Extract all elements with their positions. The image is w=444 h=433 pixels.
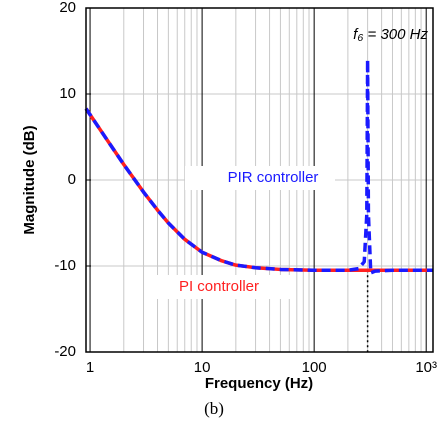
x-axis-label: Frequency (Hz) — [205, 375, 313, 392]
y-tick-label: -10 — [54, 257, 76, 274]
annotation: f₆ = 300 Hz — [353, 26, 428, 43]
legend-label: PIR controller — [228, 169, 319, 186]
y-tick-label: 10 — [59, 85, 76, 102]
y-axis-label: Magnitude (dB) — [21, 125, 38, 234]
caption: (b) — [204, 399, 224, 418]
x-tick-label: 10³ — [415, 359, 437, 376]
series-line — [84, 57, 433, 275]
x-tick-label: 10 — [194, 359, 211, 376]
y-tick-label: 20 — [59, 0, 76, 16]
x-tick-label: 1 — [86, 359, 94, 376]
label-bg — [185, 166, 335, 190]
y-tick-label: 0 — [68, 171, 76, 188]
legend-label: PI controller — [179, 278, 259, 295]
x-tick-label: 100 — [302, 359, 327, 376]
y-tick-label: -20 — [54, 343, 76, 360]
plot-frame — [85, 7, 434, 353]
label-bg — [150, 275, 290, 299]
